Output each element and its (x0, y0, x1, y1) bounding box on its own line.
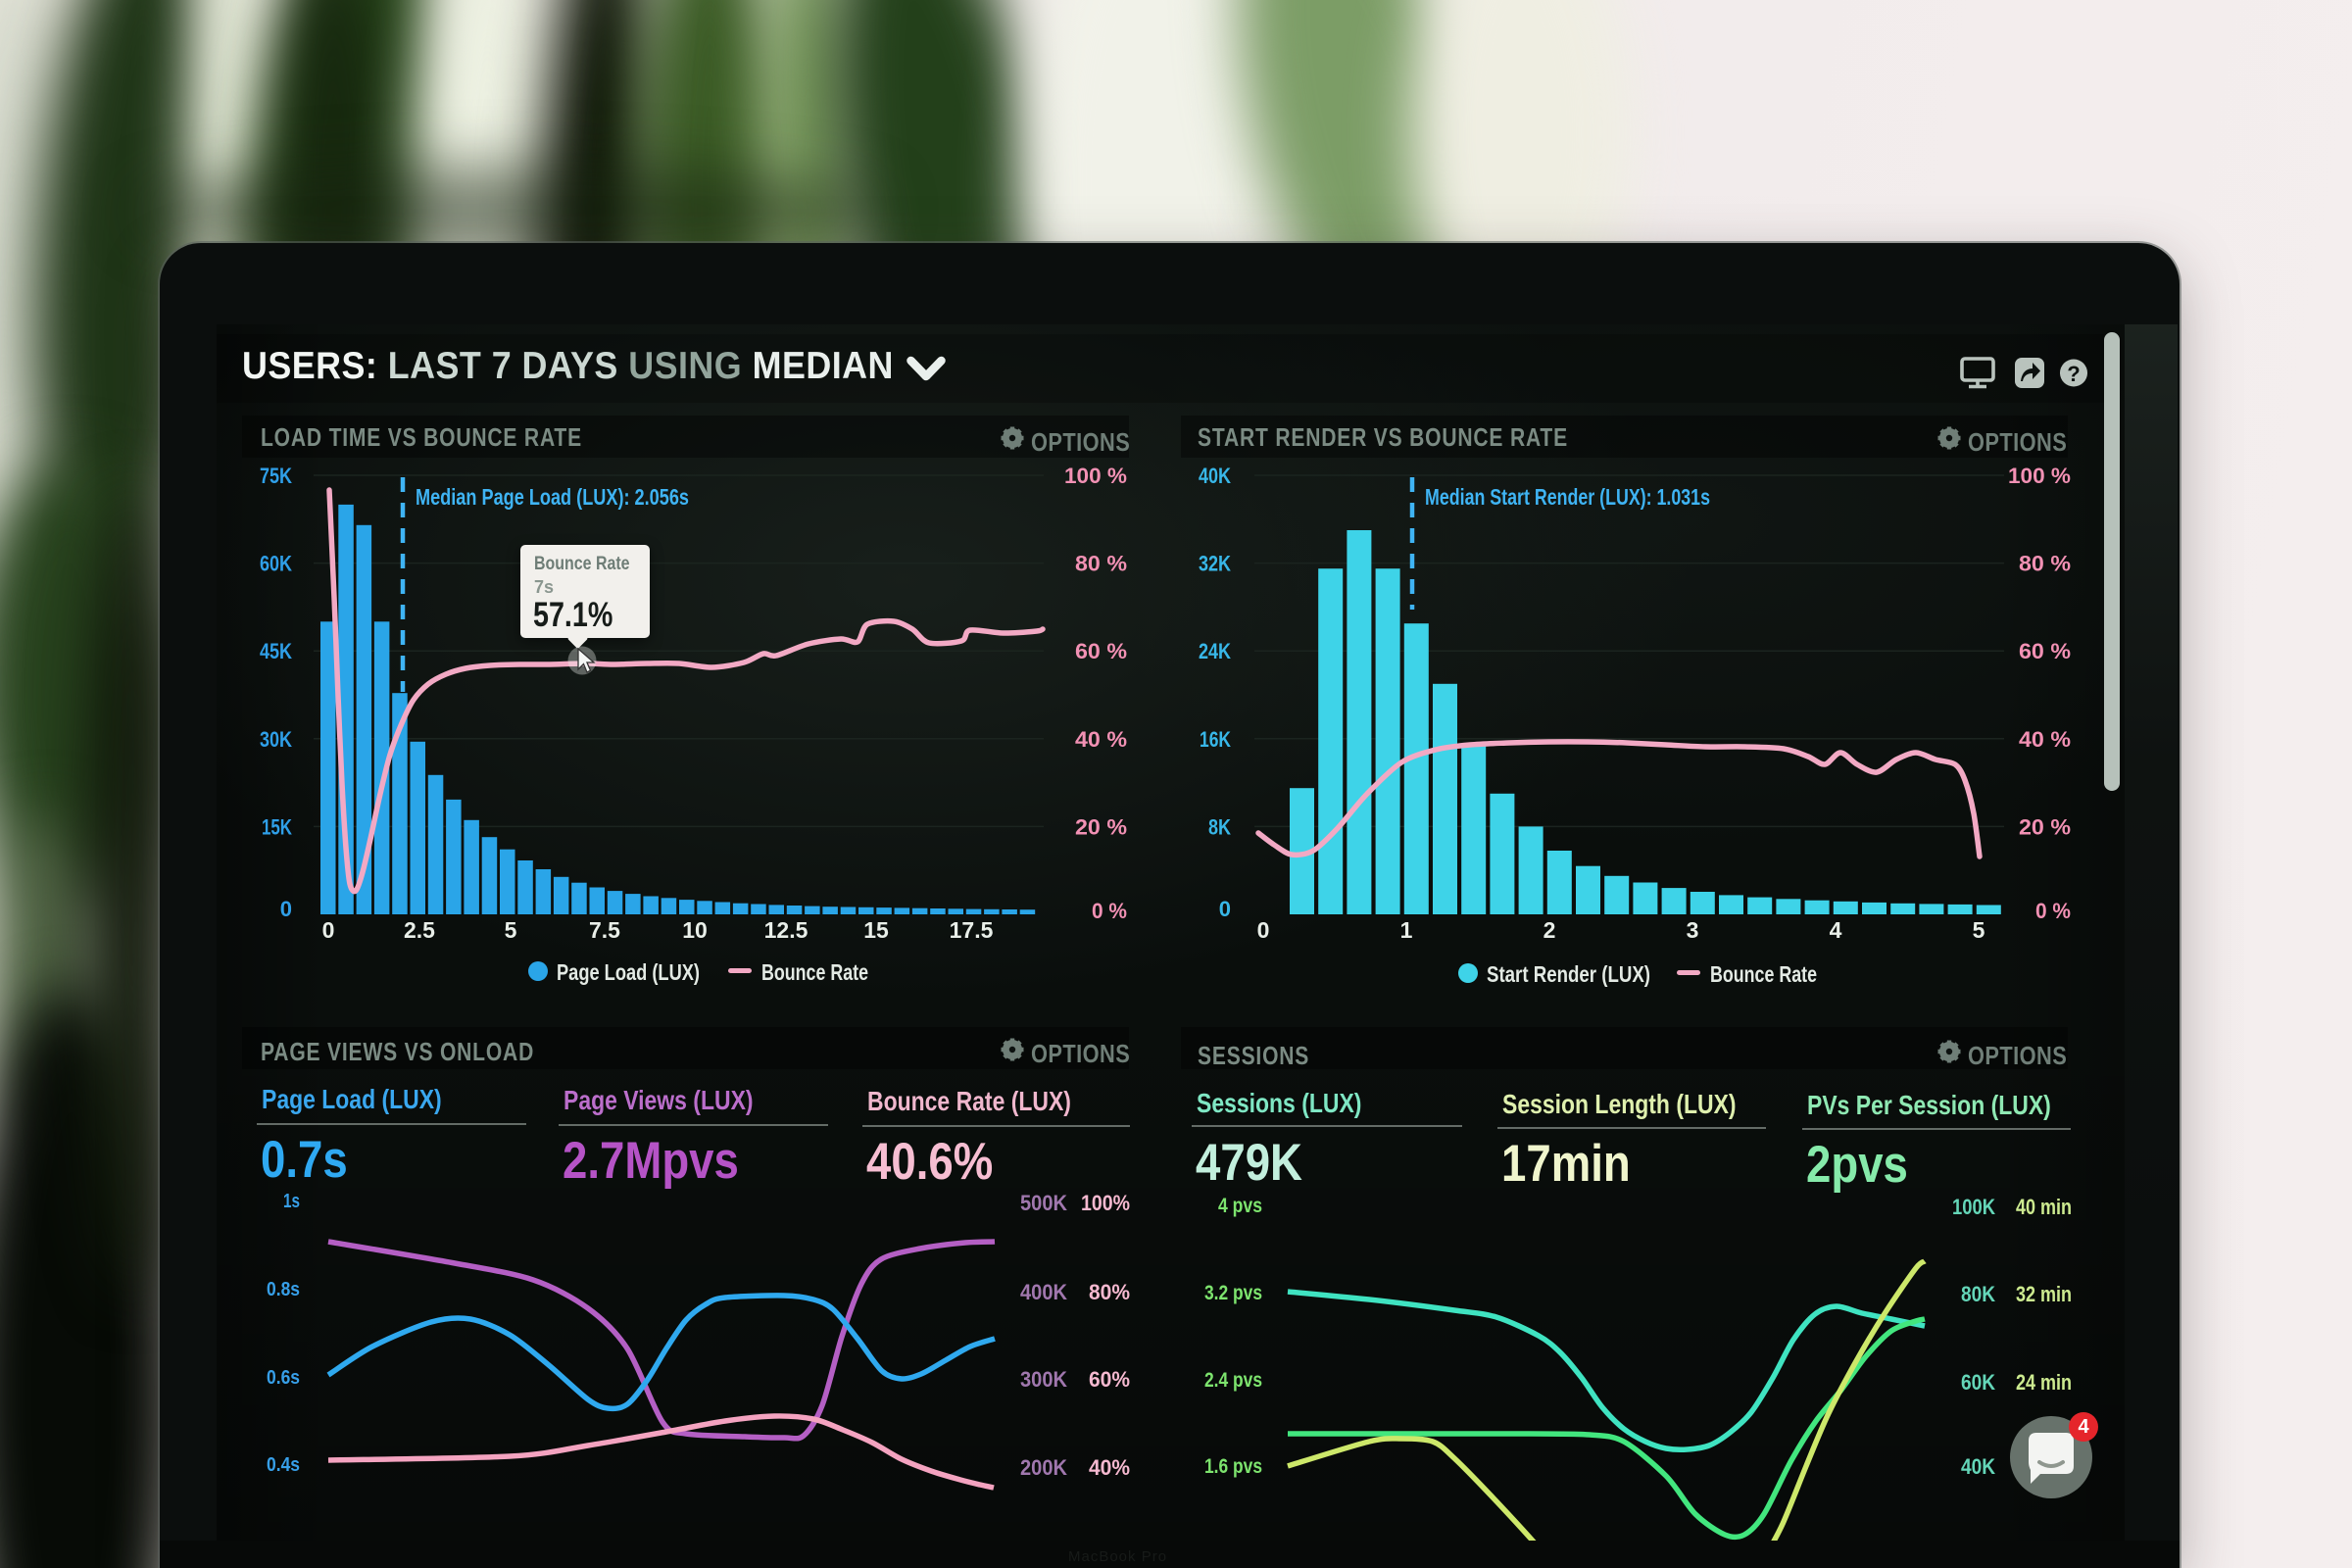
svg-text:32 min: 32 min (2016, 1282, 2072, 1306)
svg-text:Bounce Rate: Bounce Rate (1710, 961, 1817, 987)
svg-text:0: 0 (322, 917, 335, 943)
svg-text:60 %: 60 % (1075, 639, 1127, 663)
svg-text:3: 3 (1687, 917, 1699, 943)
svg-text:60K: 60K (1961, 1370, 1995, 1395)
svg-text:60K: 60K (260, 552, 292, 576)
svg-text:Start Render (LUX): Start Render (LUX) (1487, 961, 1650, 987)
svg-text:500K: 500K (1020, 1191, 1067, 1215)
svg-text:0.4s: 0.4s (267, 1454, 300, 1476)
svg-text:80%: 80% (1089, 1280, 1130, 1304)
svg-text:80 %: 80 % (1075, 552, 1127, 576)
svg-text:12.5: 12.5 (764, 917, 808, 943)
svg-text:Median Page Load (LUX): 2.056s: Median Page Load (LUX): 2.056s (416, 484, 689, 510)
svg-text:15: 15 (863, 917, 889, 943)
svg-text:1.6 pvs: 1.6 pvs (1204, 1455, 1262, 1478)
svg-text:1s: 1s (283, 1191, 300, 1212)
svg-text:45K: 45K (260, 639, 292, 663)
svg-text:17.5: 17.5 (950, 917, 994, 943)
svg-text:40%: 40% (1089, 1455, 1130, 1480)
svg-text:200K: 200K (1020, 1455, 1067, 1480)
svg-text:100K: 100K (1952, 1195, 1995, 1219)
svg-text:7.5: 7.5 (589, 917, 620, 943)
svg-text:0.6s: 0.6s (267, 1367, 300, 1389)
svg-text:Median Start Render (LUX): 1.0: Median Start Render (LUX): 1.031s (1425, 484, 1710, 510)
svg-text:100%: 100% (1081, 1191, 1130, 1215)
svg-text:2: 2 (1544, 917, 1556, 943)
svg-text:80K: 80K (1961, 1282, 1995, 1306)
svg-text:3.2 pvs: 3.2 pvs (1204, 1282, 1262, 1304)
svg-text:15K: 15K (262, 814, 292, 839)
svg-text:1: 1 (1400, 917, 1413, 943)
svg-text:0 %: 0 % (1092, 899, 1127, 923)
svg-text:80 %: 80 % (2019, 552, 2071, 576)
svg-text:60 %: 60 % (2019, 639, 2071, 663)
svg-text:40K: 40K (1961, 1454, 1995, 1479)
svg-text:8K: 8K (1208, 814, 1231, 839)
svg-text:40 %: 40 % (2019, 727, 2071, 752)
svg-text:0: 0 (1257, 917, 1270, 943)
svg-text:Page Load (LUX): Page Load (LUX) (557, 959, 700, 985)
svg-text:20 %: 20 % (2019, 814, 2071, 839)
svg-text:24K: 24K (1199, 639, 1231, 663)
svg-text:32K: 32K (1199, 552, 1231, 576)
svg-text:Bounce Rate: Bounce Rate (761, 959, 868, 985)
svg-text:24 min: 24 min (2016, 1370, 2072, 1395)
svg-text:0.8s: 0.8s (267, 1279, 300, 1300)
svg-text:40K: 40K (1199, 464, 1231, 488)
svg-text:40 min: 40 min (2016, 1195, 2072, 1219)
svg-text:100 %: 100 % (1064, 464, 1127, 488)
svg-text:10: 10 (682, 917, 708, 943)
svg-text:75K: 75K (260, 464, 292, 488)
svg-text:40 %: 40 % (1075, 727, 1127, 752)
svg-text:5: 5 (505, 917, 517, 943)
svg-text:5: 5 (1973, 917, 1985, 943)
svg-text:?: ? (2067, 362, 2080, 386)
svg-text:2.5: 2.5 (404, 917, 435, 943)
svg-text:4: 4 (1830, 917, 1842, 943)
svg-text:0: 0 (280, 897, 292, 921)
svg-text:0 %: 0 % (2035, 899, 2071, 923)
svg-text:100 %: 100 % (2008, 464, 2071, 488)
svg-text:0: 0 (1219, 897, 1231, 921)
svg-text:2.4 pvs: 2.4 pvs (1204, 1369, 1262, 1392)
svg-text:300K: 300K (1020, 1367, 1067, 1392)
svg-text:4 pvs: 4 pvs (1218, 1195, 1262, 1217)
svg-text:60%: 60% (1089, 1367, 1130, 1392)
svg-text:30K: 30K (260, 727, 292, 752)
svg-text:16K: 16K (1200, 727, 1231, 752)
svg-text:400K: 400K (1020, 1280, 1067, 1304)
svg-text:20 %: 20 % (1075, 814, 1127, 839)
